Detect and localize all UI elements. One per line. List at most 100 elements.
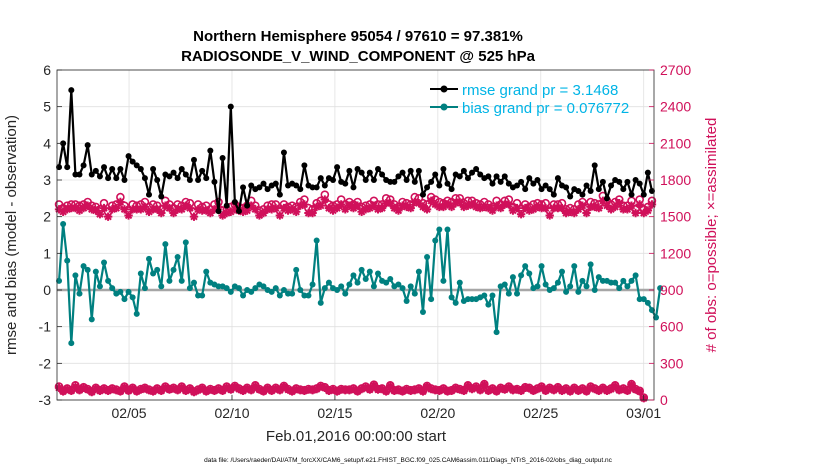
obs-low-assimilated-marker-77 xyxy=(369,381,379,390)
obs-low-assimilated-marker-113 xyxy=(516,386,526,396)
obs-assimilated-marker-38 xyxy=(210,205,219,214)
bias-point-45 xyxy=(240,292,247,299)
bias-point-88 xyxy=(415,268,422,275)
x-axis-label: Feb.01,2016 00:00:00 start xyxy=(266,428,447,445)
obs-assimilated-marker-4 xyxy=(71,203,80,213)
rmse-point-27 xyxy=(166,173,173,180)
obs-low-assimilated-marker-54 xyxy=(275,386,285,395)
bias-point-138 xyxy=(620,277,627,284)
rmse-point-87 xyxy=(411,178,418,185)
obs-assimilated-marker-59 xyxy=(296,201,305,210)
obs-low-assimilated-marker-56 xyxy=(283,385,293,394)
rmse-point-143 xyxy=(640,191,647,198)
obs-assimilated-marker-97 xyxy=(451,199,460,208)
bias-point-121 xyxy=(550,285,557,292)
obs-assimilated-marker-115 xyxy=(525,206,534,215)
obs-low-assimilated-marker-10 xyxy=(95,386,105,396)
bias-layer xyxy=(56,221,664,347)
obs-low-assimilated-marker-140 xyxy=(627,380,636,389)
obs-low-assimilated-marker-96 xyxy=(447,386,456,396)
rmse-point-74 xyxy=(358,169,365,176)
obs-low-assimilated-marker-50 xyxy=(259,387,268,396)
obs-assimilated-marker-22 xyxy=(144,207,154,216)
obs-low-assimilated-marker-24 xyxy=(152,384,162,394)
obs-assimilated-marker-116 xyxy=(529,205,538,214)
obs-low-assimilated-marker-42 xyxy=(226,385,235,394)
obs-low-assimilated-marker-142 xyxy=(635,387,644,396)
obs-assimilated-marker-20 xyxy=(136,205,146,214)
obs-assimilated-marker-135 xyxy=(606,205,616,214)
rmse-point-28 xyxy=(170,169,177,176)
bias-point-47 xyxy=(248,288,255,295)
rmse-point-138 xyxy=(620,186,627,193)
bias-point-52 xyxy=(268,288,275,295)
bias-point-20 xyxy=(137,270,144,277)
obs-low-assimilated-marker-3 xyxy=(67,386,76,396)
obs-low-assimilated-marker-7 xyxy=(83,385,92,394)
rmse-point-120 xyxy=(546,186,553,193)
obs-assimilated-marker-129 xyxy=(582,208,591,218)
obs-assimilated-marker-64 xyxy=(316,201,325,210)
obs-low-assimilated-marker-139 xyxy=(623,386,632,396)
bias-point-50 xyxy=(260,283,267,290)
obs-low-assimilated-marker-28 xyxy=(169,384,178,393)
obs-low-assimilated-marker-118 xyxy=(537,382,546,392)
obs-assimilated-marker-95 xyxy=(443,200,452,209)
bias-point-28 xyxy=(170,266,177,273)
bias-point-11 xyxy=(101,259,108,266)
rmse-point-50 xyxy=(260,180,267,187)
rmse-point-68 xyxy=(334,164,341,171)
rmse-point-36 xyxy=(203,175,210,182)
obs-assimilated-marker-77 xyxy=(369,201,379,210)
obs-low-assimilated-marker-79 xyxy=(377,384,387,394)
bias-point-125 xyxy=(567,283,574,290)
obs-assimilated-marker-137 xyxy=(615,199,624,208)
obs-low-assimilated-marker-138 xyxy=(619,384,628,394)
rmse-point-17 xyxy=(125,153,132,160)
obs-low-assimilated-marker-19 xyxy=(132,387,141,396)
rmse-point-95 xyxy=(444,180,451,187)
rmse-point-7 xyxy=(84,142,91,149)
obs-low-assimilated-marker-32 xyxy=(185,384,195,394)
bias-point-126 xyxy=(571,263,578,270)
rmse-point-137 xyxy=(616,178,623,185)
rmse-point-99 xyxy=(460,167,467,174)
rmse-point-116 xyxy=(530,180,537,187)
bias-point-9 xyxy=(92,268,99,275)
rmse-layer xyxy=(56,87,655,215)
obs-low-assimilated-marker-124 xyxy=(561,384,571,394)
obs-assimilated-marker-125 xyxy=(565,207,575,216)
obs-low-assimilated-marker-41 xyxy=(222,382,231,392)
obs-low-assimilated-marker-21 xyxy=(140,384,150,393)
rmse-point-79 xyxy=(379,171,386,178)
obs-low-assimilated-marker-6 xyxy=(79,383,88,392)
obs-assimilated-marker-54 xyxy=(275,211,285,220)
bias-point-44 xyxy=(235,285,242,292)
y-right-tick-label-2: 600 xyxy=(660,319,684,335)
obs-assimilated-marker-16 xyxy=(120,205,129,214)
obs-low-assimilated-marker-104 xyxy=(480,380,489,389)
bias-point-12 xyxy=(105,277,112,284)
obs-low-assimilated-marker-103 xyxy=(476,386,485,395)
rmse-point-128 xyxy=(579,191,586,198)
rmse-point-73 xyxy=(354,166,361,172)
obs-low-assimilated-marker-87 xyxy=(410,386,419,395)
obs-assimilated-marker-14 xyxy=(112,203,121,213)
obs-assimilated-marker-31 xyxy=(181,201,191,210)
rmse-point-63 xyxy=(313,184,320,191)
rmse-point-114 xyxy=(522,186,529,193)
bias-point-17 xyxy=(125,288,132,295)
obs-low-assimilated-marker-5 xyxy=(75,386,84,395)
rmse-point-93 xyxy=(436,182,443,189)
bias-point-31 xyxy=(182,239,189,246)
obs-low-assimilated-marker-94 xyxy=(439,384,448,394)
bias-point-144 xyxy=(644,299,651,306)
bias-point-107 xyxy=(493,329,500,336)
y-right-tick-label-1: 300 xyxy=(660,355,684,371)
obs-low-assimilated-marker-117 xyxy=(533,384,542,394)
rmse-point-0 xyxy=(56,164,63,171)
obs-assimilated-marker-88 xyxy=(414,199,424,208)
obs-assimilated-marker-123 xyxy=(557,203,567,213)
bias-point-119 xyxy=(542,281,549,288)
x-tick-label-2: 02/15 xyxy=(317,405,352,421)
